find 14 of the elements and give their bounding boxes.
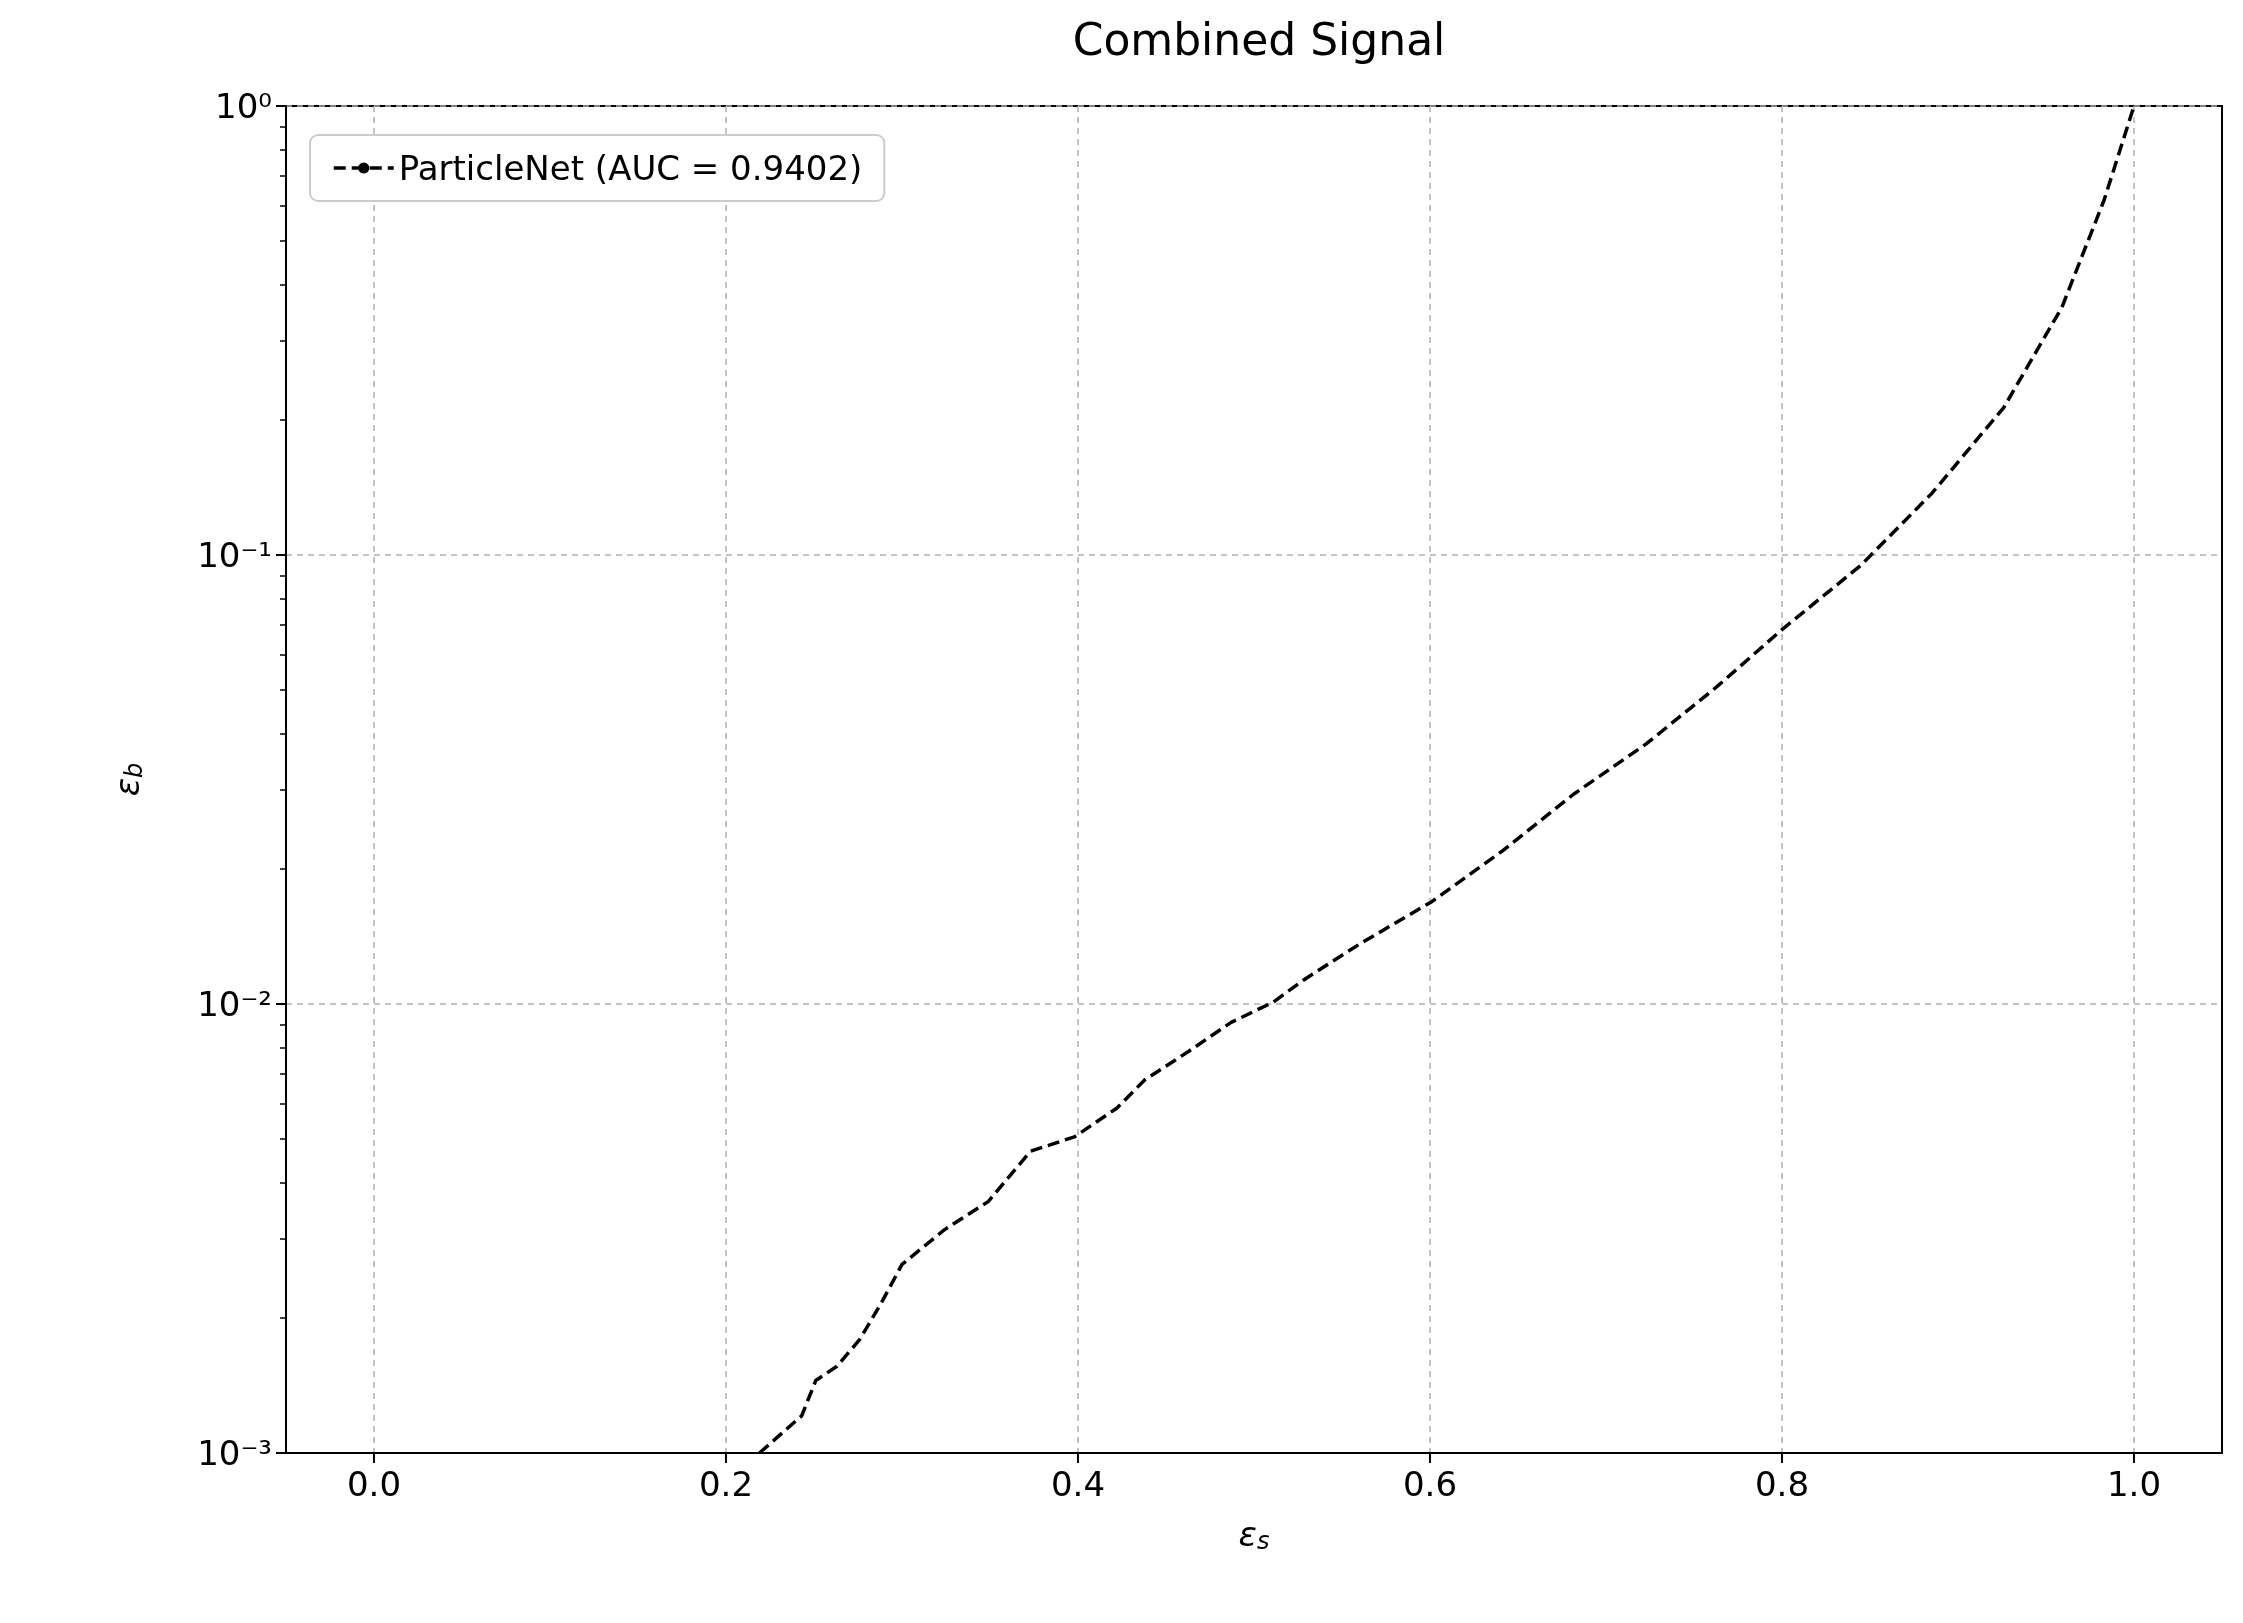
x-axis-title: εs xyxy=(1238,1514,1270,1555)
y-tick-label: 10⁻¹ xyxy=(197,535,272,575)
x-tick-label: 0.2 xyxy=(698,1464,754,1504)
x-tick-label: 1.0 xyxy=(2106,1464,2162,1504)
y-axis-title: εb xyxy=(107,762,148,797)
x-tick-label: 0.4 xyxy=(1050,1464,1106,1504)
x-tick-label: 0.6 xyxy=(1402,1464,1458,1504)
chart-title: Combined Signal xyxy=(1072,13,1446,65)
y-tick-label: 10⁻² xyxy=(197,984,272,1024)
x-tick-label: 0.8 xyxy=(1754,1464,1810,1504)
y-tick-label: 10⁻³ xyxy=(197,1433,272,1473)
x-tick-label: 0.0 xyxy=(346,1464,402,1504)
y-tick-label: 10⁰ xyxy=(215,86,272,126)
legend-label: ParticleNet (AUC = 0.9402) xyxy=(398,148,863,188)
